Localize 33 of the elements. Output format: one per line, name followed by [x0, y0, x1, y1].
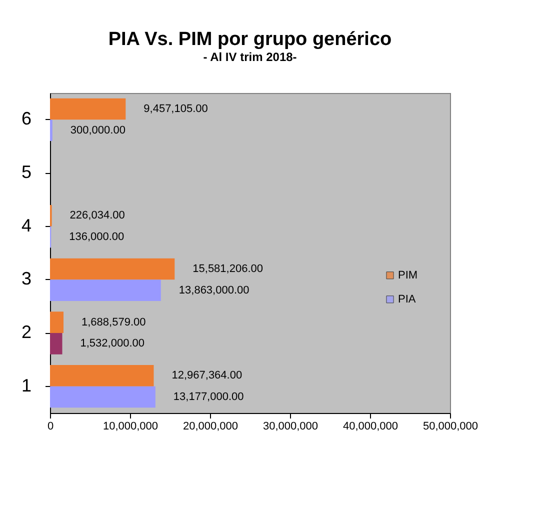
- y-tick-label: 1: [21, 375, 32, 396]
- y-tick-label: 5: [21, 162, 32, 182]
- x-tick-label: 40,000,000: [342, 420, 398, 432]
- bar: [50, 365, 154, 386]
- bar: [50, 258, 175, 280]
- bar: [50, 312, 64, 333]
- data-label: 13,863,000.00: [178, 284, 250, 296]
- x-tick-label: 0: [47, 420, 54, 432]
- data-label: 9,457,105.00: [144, 103, 208, 115]
- x-tick-label: 50,000,000: [422, 420, 478, 432]
- data-label: 300,000.00: [70, 124, 126, 136]
- data-label: 12,967,364.00: [172, 370, 242, 382]
- data-label: 1,532,000.00: [80, 338, 144, 350]
- bar: [50, 98, 126, 120]
- y-tick-label: 3: [21, 268, 32, 289]
- y-tick-label: 4: [21, 215, 32, 236]
- x-tick-label: 10,000,000: [102, 420, 158, 432]
- legend-label: PIM: [398, 269, 418, 282]
- x-tick-label: 20,000,000: [182, 420, 238, 432]
- legend-label: PIA: [398, 293, 416, 306]
- data-label: 1,688,579.00: [82, 316, 146, 328]
- chart-subtitle: - Al IV trim 2018-: [203, 50, 297, 64]
- bar: [50, 280, 161, 301]
- bar: [50, 386, 156, 408]
- chart-title: PIA Vs. PIM por grupo genérico: [108, 29, 392, 50]
- x-tick-label: 30,000,000: [262, 420, 318, 432]
- y-tick-label: 2: [21, 322, 32, 342]
- data-label: 226,034.00: [70, 210, 125, 222]
- y-tick-label: 6: [21, 108, 32, 129]
- bar: [50, 333, 62, 354]
- data-label: 13,177,000.00: [173, 391, 244, 403]
- data-label: 15,581,206.00: [192, 263, 264, 275]
- data-label: 136,000.00: [69, 231, 124, 243]
